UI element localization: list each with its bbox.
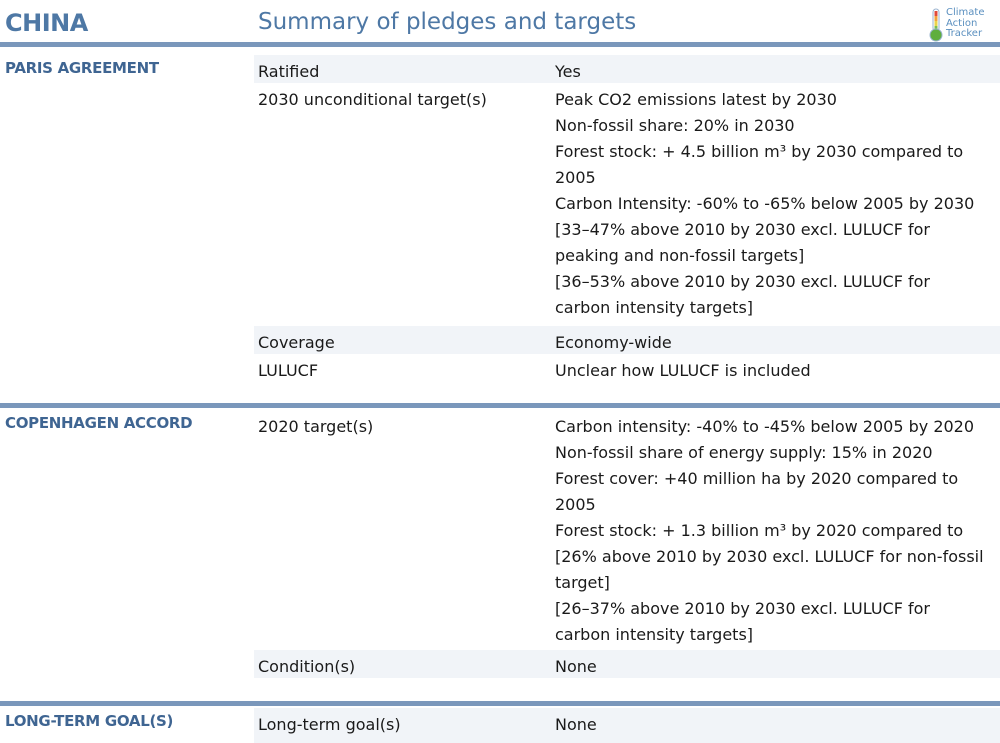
logo-text: Climate Action Tracker	[946, 7, 985, 40]
logo-line: Climate	[946, 7, 985, 18]
row-label: Coverage	[258, 333, 335, 352]
logo-line: Tracker	[946, 28, 983, 39]
value-line: Forest stock: + 1.3 billion m³ by 2020 c…	[555, 521, 964, 540]
table-row: Condition(s) None	[254, 650, 1000, 678]
row-value: None	[555, 712, 995, 738]
value-line: carbon intensity targets]	[555, 625, 754, 644]
row-value: Carbon intensity: -40% to -45% below 200…	[555, 414, 995, 648]
row-label: 2030 unconditional target(s)	[258, 90, 487, 109]
value-line: [26% above 2010 by 2030 excl. LULUCF for…	[555, 547, 984, 566]
value-line: Economy-wide	[555, 333, 672, 352]
value-line: Forest stock: + 4.5 billion m³ by 2030 c…	[555, 142, 964, 161]
row-value: Peak CO2 emissions latest by 2030 Non-fo…	[555, 87, 995, 321]
value-line: Non-fossil share: 20% in 2030	[555, 116, 795, 135]
climate-action-tracker-logo: Climate Action Tracker	[928, 7, 994, 42]
row-label: Condition(s)	[258, 657, 356, 676]
value-line: Peak CO2 emissions latest by 2030	[555, 90, 837, 109]
value-line: 2005	[555, 168, 596, 187]
value-line: target]	[555, 573, 610, 592]
value-line: None	[555, 657, 597, 676]
row-value: Yes	[555, 59, 995, 85]
value-line: None	[555, 715, 597, 734]
section-label: COPENHAGEN ACCORD	[5, 414, 193, 432]
page-title: Summary of pledges and targets	[258, 9, 637, 35]
value-line: Carbon Intensity: -60% to -65% below 200…	[555, 194, 975, 213]
table-row: Ratified Yes	[254, 55, 1000, 83]
value-line: peaking and non-fossil targets]	[555, 246, 805, 265]
row-label: 2020 target(s)	[258, 417, 374, 436]
value-line: [33–47% above 2010 by 2030 excl. LULUCF …	[555, 220, 930, 239]
section-divider	[0, 701, 1000, 706]
value-line: Yes	[555, 62, 581, 81]
value-line: [36–53% above 2010 by 2030 excl. LULUCF …	[555, 272, 930, 291]
row-value: Economy-wide	[555, 330, 995, 356]
section-label: PARIS AGREEMENT	[5, 59, 159, 77]
country-title: CHINA	[5, 9, 88, 37]
table-row: Coverage Economy-wide	[254, 326, 1000, 354]
row-label: Long-term goal(s)	[258, 715, 401, 734]
table-row: 2030 unconditional target(s) Peak CO2 em…	[254, 83, 1000, 326]
logo-line: Action	[946, 17, 978, 29]
section-label: LONG-TERM GOAL(S)	[5, 712, 174, 730]
section-divider	[0, 403, 1000, 408]
row-value: Unclear how LULUCF is included	[555, 358, 995, 384]
value-line: Non-fossil share of energy supply: 15% i…	[555, 443, 933, 462]
row-value: None	[555, 654, 995, 680]
thermometer-icon	[929, 8, 943, 42]
table-row: LULUCF Unclear how LULUCF is included	[254, 354, 1000, 382]
table-row: Long-term goal(s) None	[254, 708, 1000, 743]
value-line: Carbon intensity: -40% to -45% below 200…	[555, 417, 975, 436]
row-label: Ratified	[258, 62, 320, 81]
value-line: carbon intensity targets]	[555, 298, 754, 317]
value-line: Forest cover: +40 million ha by 2020 com…	[555, 469, 959, 488]
row-label: LULUCF	[258, 361, 319, 380]
value-line: 2005	[555, 495, 596, 514]
page-header: CHINA Summary of pledges and targets Cli…	[0, 0, 1000, 42]
value-line: Unclear how LULUCF is included	[555, 361, 811, 380]
header-divider	[0, 42, 1000, 47]
value-line: [26–37% above 2010 by 2030 excl. LULUCF …	[555, 599, 930, 618]
table-row: 2020 target(s) Carbon intensity: -40% to…	[254, 410, 1000, 650]
